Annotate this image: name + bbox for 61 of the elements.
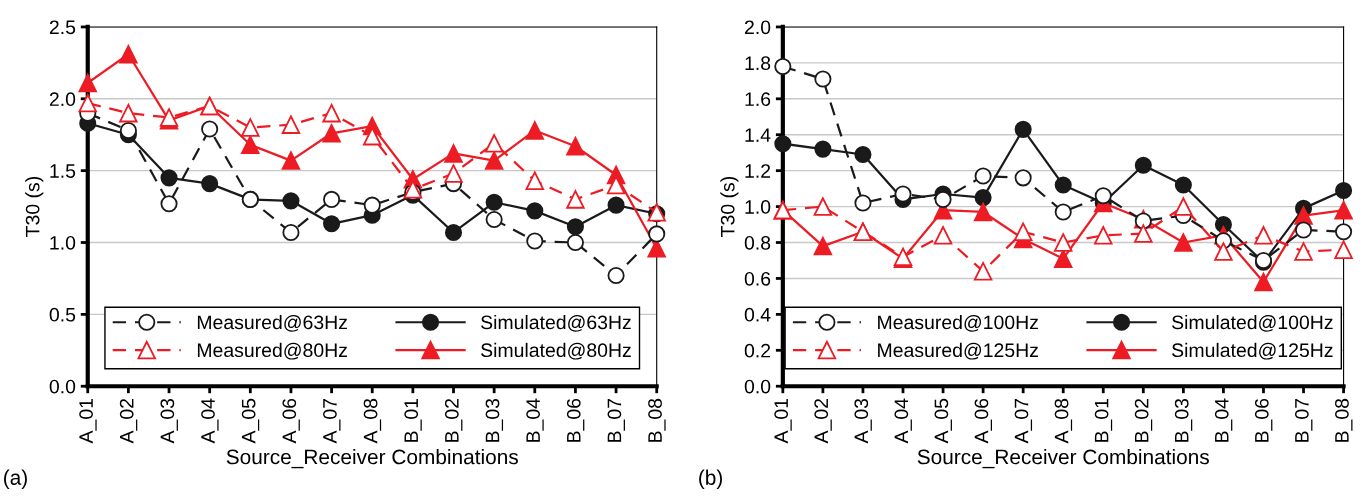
x-tick-label: A_01 bbox=[79, 398, 97, 444]
x-tick-label: A_07 bbox=[323, 399, 341, 444]
x-tick-label: A_02 bbox=[119, 399, 138, 444]
text: (b) bbox=[699, 469, 723, 490]
x-tick-label: A_03 bbox=[854, 398, 872, 444]
y-tick-label: 2.5 bbox=[49, 20, 76, 35]
x-tick-label: A_07 bbox=[1014, 399, 1033, 444]
x-tick-label: B_06 bbox=[1254, 398, 1273, 442]
y-tick-label: 1.6 bbox=[745, 92, 771, 107]
y-tick-label: 0.6 bbox=[744, 271, 771, 286]
legend-label: Simulated@100Hz bbox=[1172, 314, 1333, 332]
y-tick-label: 2.0 bbox=[744, 20, 771, 35]
legend-label: Measured@63Hz bbox=[197, 314, 347, 332]
y-tick-label: 0.8 bbox=[744, 235, 771, 250]
x-tick-label: A_01 bbox=[774, 398, 792, 444]
x-tick-label: B_04 bbox=[526, 398, 544, 442]
x-tick-label: B_03 bbox=[485, 398, 504, 442]
x-tick-label: A_06 bbox=[282, 398, 300, 444]
legend-label: Measured@80Hz bbox=[197, 342, 347, 360]
x-tick-label: B_01 bbox=[1094, 398, 1113, 442]
y-tick-label: 1.5 bbox=[50, 164, 76, 178]
x-tick-label: A_08 bbox=[1054, 398, 1073, 444]
x-axis-title: Source_Receiver Combinations bbox=[226, 449, 518, 469]
legend-label: Simulated@125Hz bbox=[1172, 342, 1333, 360]
x-tick-label: A_08 bbox=[363, 398, 382, 444]
legend-label: Measured@125Hz bbox=[878, 342, 1038, 360]
y-tick-label: 0.0 bbox=[49, 379, 76, 394]
x-axis-title: Source_Receiver Combinations bbox=[917, 449, 1209, 469]
y-tick-label: 1.0 bbox=[50, 235, 76, 250]
legend-label: Simulated@80Hz bbox=[481, 342, 631, 360]
legend-label: Simulated@63Hz bbox=[481, 314, 631, 332]
x-tick-label: B_06 bbox=[566, 398, 585, 442]
y-tick-label: 2.0 bbox=[49, 92, 76, 107]
y-tick-label: 0.4 bbox=[744, 307, 771, 322]
y-tick-label: 1.4 bbox=[745, 128, 771, 142]
x-tick-label: A_02 bbox=[814, 399, 832, 444]
x-tick-label: A_03 bbox=[160, 398, 178, 444]
y-axis-title: T30 (s) bbox=[25, 177, 44, 237]
y-tick-label: 1.0 bbox=[745, 200, 771, 214]
y-tick-label: 1.8 bbox=[745, 56, 771, 71]
legend-label: Measured@100Hz bbox=[878, 314, 1038, 332]
x-tick-label: B_03 bbox=[1174, 398, 1193, 442]
x-tick-label: B_01 bbox=[404, 398, 422, 442]
y-tick-label: 0.0 bbox=[744, 379, 771, 394]
x-tick-label: A_05 bbox=[934, 398, 952, 444]
x-tick-label: A_06 bbox=[974, 398, 992, 444]
y-tick-label: 0.2 bbox=[744, 343, 771, 358]
y-axis-title: T30 (s) bbox=[720, 177, 739, 237]
x-tick-label: B_07 bbox=[607, 399, 625, 442]
x-tick-label: A_05 bbox=[241, 398, 260, 444]
x-tick-label: A_04 bbox=[201, 398, 219, 444]
x-tick-label: B_04 bbox=[1214, 398, 1233, 442]
y-tick-label: 0.5 bbox=[49, 307, 76, 322]
text: (a) bbox=[4, 469, 27, 490]
x-tick-label: B_08 bbox=[648, 398, 666, 442]
y-tick-label: 1.2 bbox=[745, 164, 771, 178]
x-tick-label: B_07 bbox=[1294, 399, 1313, 442]
x-tick-label: B_02 bbox=[1134, 399, 1153, 442]
x-tick-label: B_02 bbox=[444, 399, 463, 442]
x-tick-label: B_08 bbox=[1335, 398, 1353, 442]
x-tick-label: A_04 bbox=[894, 398, 912, 444]
